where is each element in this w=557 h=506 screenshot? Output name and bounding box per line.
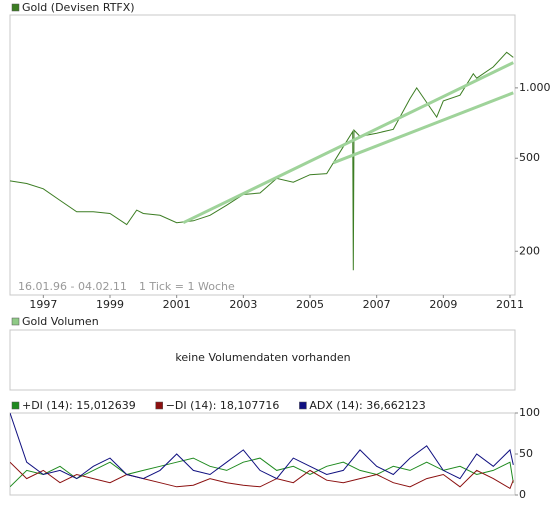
annotation: 1 Tick = 1 Woche <box>139 280 235 293</box>
x-tick-label: 2005 <box>296 298 324 311</box>
y-tick-label: 1.000 <box>519 81 551 94</box>
series-line <box>10 413 514 480</box>
x-tick-label: 2003 <box>229 298 257 311</box>
trend-line <box>182 61 514 225</box>
legend-label: Gold Volumen <box>22 315 99 328</box>
legend-swatch <box>11 317 20 326</box>
y-tick-label: 50 <box>519 447 533 460</box>
legend-label: +DI (14): 15,012639 <box>22 399 136 412</box>
x-tick-label: 2007 <box>363 298 391 311</box>
y-tick-label: 500 <box>519 151 540 164</box>
y-tick-label: 0 <box>519 488 526 501</box>
legend-label: ADX (14): 36,662123 <box>309 399 425 412</box>
legend-swatch <box>11 401 20 410</box>
series-line <box>10 461 514 490</box>
legend-label: Gold (Devisen RTFX) <box>22 1 135 14</box>
x-tick-label: 2011 <box>496 298 524 311</box>
price-plot <box>10 51 514 271</box>
legend-label: −DI (14): 18,107716 <box>166 399 280 412</box>
series-line <box>10 51 514 271</box>
series-line <box>10 457 514 488</box>
x-tick-label: 1999 <box>96 298 124 311</box>
indicator-plot <box>10 413 514 490</box>
y-tick-label: 200 <box>519 244 540 257</box>
no-data-message: keine Volumendaten vorhanden <box>175 351 350 364</box>
x-tick-label: 1997 <box>29 298 57 311</box>
trend-line <box>332 91 514 165</box>
y-tick-label: 100 <box>519 406 540 419</box>
price-panel <box>9 14 516 296</box>
volume-panel <box>9 329 516 391</box>
annotation: 16.01.96 - 04.02.11 <box>18 280 127 293</box>
indicator-panel <box>9 412 516 496</box>
x-tick-label: 2009 <box>429 298 457 311</box>
x-tick-label: 2001 <box>163 298 191 311</box>
legend-swatch <box>155 401 163 410</box>
legend-swatch <box>11 3 20 12</box>
legend-swatch <box>299 401 307 410</box>
